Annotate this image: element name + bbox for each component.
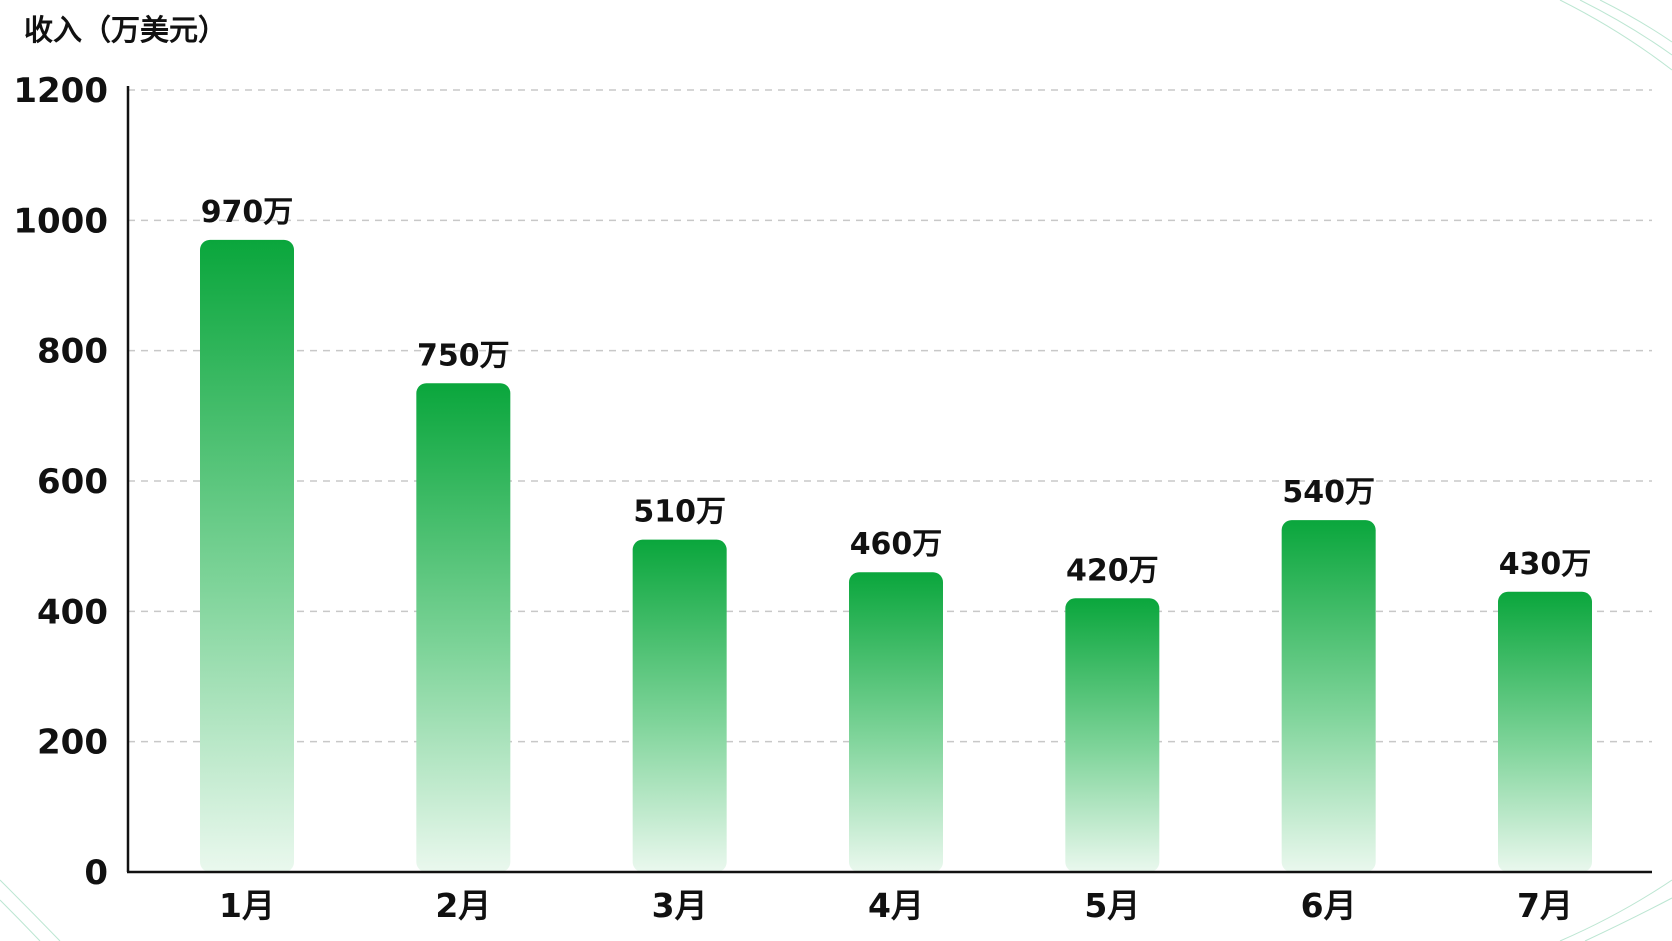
bar-6	[1281, 520, 1376, 872]
x-category-label: 3月	[652, 886, 708, 925]
data-label-2: 750万	[417, 338, 510, 373]
y-tick-label: 200	[37, 723, 108, 763]
data-label-1: 970万	[201, 195, 294, 230]
y-tick-label: 0	[84, 853, 108, 893]
bar-7	[1498, 591, 1592, 872]
bar-5	[1065, 598, 1160, 872]
y-tick-label: 1200	[13, 71, 108, 111]
bars	[200, 239, 1592, 873]
y-axis-title: 收入（万美元）	[24, 13, 227, 47]
gridlines	[128, 89, 1652, 743]
y-tick-label: 800	[37, 332, 108, 372]
x-category-label: 2月	[435, 886, 491, 925]
x-category-label: 4月	[868, 886, 924, 925]
bar-3	[632, 539, 727, 872]
data-label-6: 540万	[1282, 475, 1375, 510]
y-tick-label: 400	[37, 592, 108, 632]
bar-4	[849, 572, 943, 872]
x-category-label: 1月	[219, 886, 275, 925]
data-label-3: 510万	[633, 495, 726, 530]
data-labels: 970万 750万 510万 460万 420万 540万 430万	[201, 195, 1592, 588]
bar-2	[416, 383, 511, 872]
x-category-label: 6月	[1301, 886, 1357, 925]
bar-1	[200, 239, 294, 873]
y-tick-label: 600	[37, 462, 108, 502]
y-axis-ticks: 0 200 400 600 800 1000 1200	[13, 71, 108, 893]
x-category-label: 5月	[1084, 886, 1140, 925]
y-tick-label: 1000	[13, 201, 108, 241]
x-axis-categories: 1月 2月 3月 4月 5月 6月 7月	[219, 886, 1573, 925]
data-label-7: 430万	[1499, 547, 1592, 582]
x-category-label: 7月	[1517, 886, 1573, 925]
data-label-4: 460万	[850, 527, 943, 562]
data-label-5: 420万	[1066, 553, 1159, 588]
